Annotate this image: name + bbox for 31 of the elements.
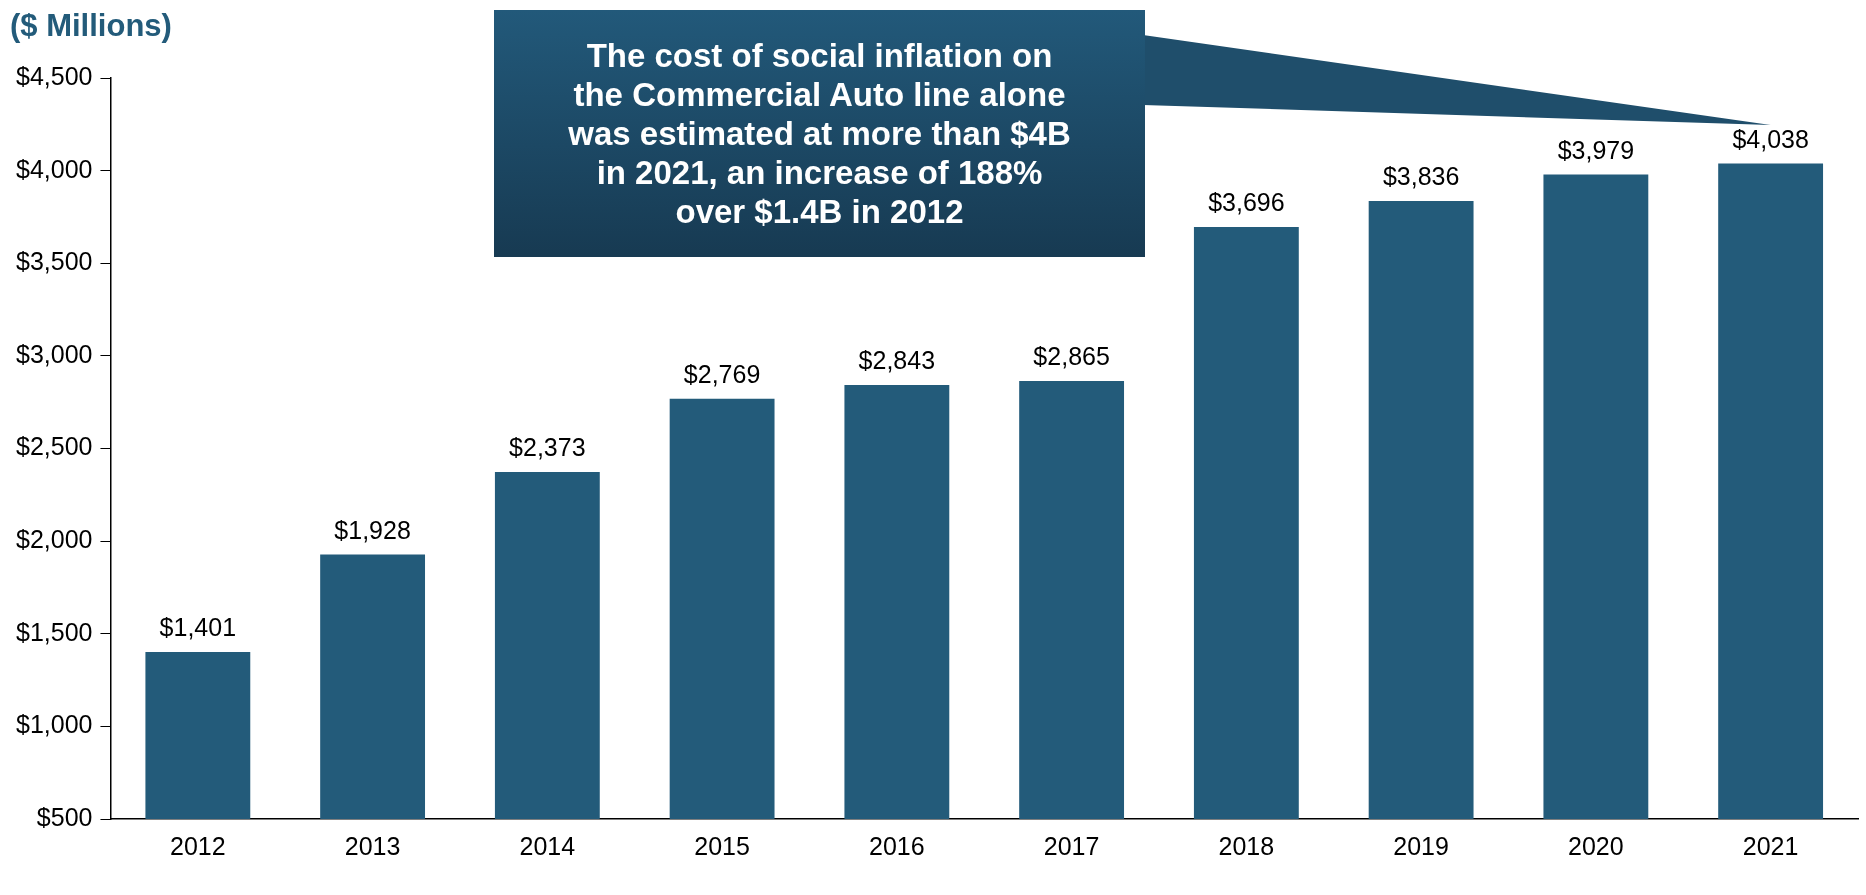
y-tick-label: $1,000 [16, 710, 93, 739]
y-tick-label: $1,500 [16, 617, 93, 646]
x-tick-label: 2015 [694, 831, 750, 860]
data-label: $3,696 [1208, 188, 1285, 217]
data-label: $3,979 [1557, 135, 1635, 164]
x-tick-label: 2017 [1043, 831, 1100, 860]
data-label: $1,401 [159, 613, 237, 642]
x-tick-label: 2020 [1568, 831, 1624, 860]
data-label: $2,373 [509, 433, 586, 462]
y-axis-title: ($ Millions) [10, 8, 172, 44]
y-tick-label: $500 [36, 802, 93, 831]
x-tick-label: 2013 [344, 831, 401, 860]
y-tick-label: $3,500 [16, 247, 93, 276]
annotation: The cost of social inflation on the Commercial Auto line alone was estimated at more than $4B in 2021, an increase of 188% over $1.4B in 2012 [494, 10, 1145, 257]
data-label: $2,769 [683, 360, 761, 389]
y-tick-label: $3,000 [16, 339, 93, 368]
data-label: $1,928 [334, 515, 411, 544]
data-label: $2,843 [858, 346, 936, 375]
x-tick-label: 2014 [519, 831, 576, 860]
x-tick-label: 2012 [170, 831, 226, 860]
x-tick-label: 2021 [1742, 831, 1799, 860]
data-label: $3,836 [1382, 162, 1460, 191]
y-tick-label: $2,500 [16, 432, 93, 461]
data-label: $2,865 [1033, 342, 1110, 371]
y-tick-label: $4,500 [16, 61, 93, 90]
x-tick-label: 2016 [869, 831, 925, 860]
y-tick-label: $2,000 [16, 525, 93, 554]
x-tick-label: 2018 [1218, 831, 1275, 860]
data-label: $4,038 [1732, 124, 1809, 153]
y-tick-label: $4,000 [16, 154, 93, 183]
x-tick-label: 2019 [1393, 831, 1449, 860]
